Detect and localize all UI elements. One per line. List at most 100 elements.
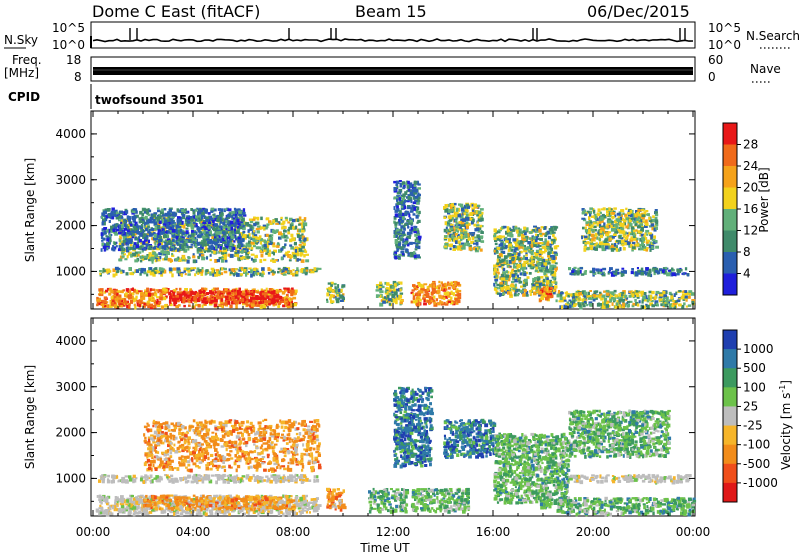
echo-cell [98,288,101,292]
echo-cell [201,299,205,304]
echo-cell [335,289,338,293]
echo-cell [243,271,245,274]
echo-cell [456,207,459,211]
echo-cell [413,251,416,255]
echo-cell [413,207,416,211]
echo-cell [124,301,128,305]
echo-cell [152,232,156,235]
echo-cell [113,246,117,250]
echo-cell [116,224,121,228]
echo-cell [541,279,544,283]
echo-cell [278,295,283,300]
echo-cell [186,267,190,271]
echo-cell [501,250,506,254]
echo-cell [229,242,233,246]
echo-cell [501,235,505,238]
echo-cell [158,267,162,272]
echo-cell [654,217,658,221]
echo-cell [167,213,171,217]
echo-cell [338,288,341,293]
echo-cell [160,305,165,310]
echo-cell [610,273,615,277]
echo-cell [171,246,174,250]
echo-cell [197,211,200,216]
echo-cell [161,219,165,223]
echo-cell [298,216,302,220]
echo-cell [455,225,459,229]
echo-cell [169,241,172,245]
echo-cell [240,225,243,229]
echo-cell [206,297,211,302]
echo-cell [287,228,290,232]
echo-cell [232,246,236,250]
echo-cell [141,212,145,217]
echo-cell [398,180,402,182]
echo-cell [163,223,166,227]
echo-cell [283,229,287,233]
echo-cell [541,246,546,249]
echo-cell [161,247,164,251]
echo-cell [155,296,159,299]
echo-cell [248,233,251,237]
echo-cell [644,273,648,276]
echo-cell [493,228,497,233]
echo-cell [187,268,191,273]
echo-cell [103,227,108,231]
echo-cell [447,215,451,219]
echo-cell [393,206,396,210]
echo-cell [227,236,230,240]
echo-cell [523,255,526,259]
echo-cell [128,228,132,232]
echo-cell [240,294,243,298]
echo-cell [133,216,137,219]
echo-cell [602,267,607,271]
echo-cell [135,269,140,273]
echo-cell [523,248,528,253]
echo-cell [196,267,200,271]
echo-cell [224,245,229,248]
echo-cell [289,223,294,228]
echo-cell [158,270,163,275]
echo-cell [670,271,673,275]
echo-cell [224,241,227,244]
echo-cell [574,271,579,275]
echo-cell [511,229,515,232]
echo-cell [151,296,155,299]
echo-cell [202,287,206,290]
echo-cell [388,287,392,291]
echo-cell [460,218,464,222]
echo-cell [382,300,386,304]
echo-cell [267,267,271,271]
echo-cell [527,264,532,268]
echo-cell [299,254,303,257]
echo-cell [512,289,515,292]
echo-cell [466,242,471,247]
echo-cell [518,279,521,283]
echo-cell [128,234,133,238]
echo-cell [120,248,124,252]
echo-cell [162,214,166,217]
echo-cell [607,271,611,274]
echo-cell [146,219,150,224]
echo-cell [116,290,120,294]
echo-cell [114,266,119,271]
echo-cell [125,243,130,246]
echo-cell [477,218,482,222]
echo-cell [242,230,246,234]
echo-cell [534,277,538,280]
echo-cell [140,255,143,259]
echo-cell [136,230,139,234]
echo-cell [301,233,304,236]
echo-cell [204,247,208,251]
echo-cell [171,238,175,242]
echo-cell [416,199,421,202]
echo-cell [163,230,165,234]
echo-cell [522,238,526,241]
echo-cell [509,265,512,268]
echo-cell [145,240,150,244]
echo-cell [152,251,157,255]
echo-cell [271,300,275,305]
echo-cell [528,237,532,240]
echo-cell [449,247,452,251]
echo-cell [164,219,168,224]
